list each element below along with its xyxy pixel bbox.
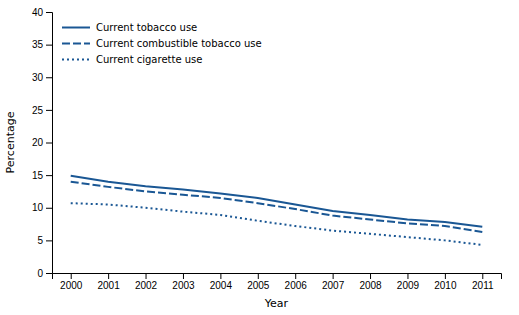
x-tick-label: 2011: [472, 280, 494, 291]
y-tick-label: 0: [37, 268, 43, 279]
y-tick-label: 10: [32, 202, 44, 213]
x-tick-label: 2005: [247, 280, 270, 291]
x-tick-label: 2003: [172, 280, 195, 291]
y-tick-mark: [46, 208, 52, 209]
x-tick: 2011: [472, 273, 494, 291]
x-tick-mark: [220, 273, 221, 279]
legend-label: Current combustible tobacco use: [96, 38, 262, 49]
y-tick-mark: [46, 273, 52, 274]
x-tick-label: 2009: [397, 280, 420, 291]
legend-swatch: [62, 27, 90, 29]
y-tick: 25: [32, 105, 52, 116]
x-tick: 2010: [434, 273, 457, 291]
series-line: [71, 203, 483, 245]
x-tick: 2000: [60, 273, 83, 291]
series-line: [71, 176, 483, 227]
x-tick: 2009: [397, 273, 420, 291]
x-tick-mark: [258, 273, 259, 279]
y-tick-label: 35: [32, 39, 44, 50]
y-tick-mark: [46, 240, 52, 241]
legend: Current tobacco use Current combustible t…: [62, 22, 262, 65]
x-tick-label: 2001: [98, 280, 121, 291]
y-tick-mark: [46, 77, 52, 78]
x-tick: 2008: [359, 273, 382, 291]
y-axis: 0 5 10 15 20 25 30 35 40: [32, 7, 53, 279]
y-tick-label: 5: [37, 235, 43, 246]
x-tick-mark: [482, 273, 483, 279]
x-tick-mark: [71, 273, 72, 279]
x-tick: 2007: [322, 273, 345, 291]
x-tick: 2005: [247, 273, 270, 291]
y-tick-mark: [46, 143, 52, 144]
x-tick-mark: [333, 273, 334, 279]
y-tick: 40: [32, 7, 52, 18]
x-tick-mark: [445, 273, 446, 279]
plot-area: [71, 176, 483, 245]
y-tick: 0: [37, 268, 52, 279]
x-tick-label: 2000: [60, 280, 83, 291]
legend-label: Current cigarette use: [96, 54, 202, 65]
y-tick-label: 40: [32, 7, 44, 18]
x-tick-mark: [146, 273, 147, 279]
x-axis: 2000 2001 2002 2003 2004 2005 2006 2007 2008 2009…: [53, 273, 502, 291]
y-axis-line: [46, 13, 53, 274]
y-tick-label: 20: [32, 137, 44, 148]
legend-item: Current combustible tobacco use: [62, 38, 262, 49]
y-tick-mark: [46, 45, 52, 46]
x-tick-label: 2008: [359, 280, 382, 291]
y-tick-mark: [46, 12, 52, 13]
x-tick-label: 2007: [322, 280, 345, 291]
x-tick-mark: [108, 273, 109, 279]
x-tick-label: 2004: [210, 280, 233, 291]
y-tick: 15: [32, 170, 52, 181]
y-tick-mark: [46, 110, 52, 111]
chart-svg: 2000200120022003200420052006200720082009…: [0, 0, 519, 315]
legend-swatch: [62, 43, 90, 45]
y-tick-label: 30: [32, 72, 44, 83]
x-tick: 2004: [210, 273, 233, 291]
y-tick-mark: [46, 175, 52, 176]
y-tick: 5: [37, 235, 52, 246]
x-tick: 2001: [98, 273, 121, 291]
x-tick-mark: [295, 273, 296, 279]
x-tick-mark: [370, 273, 371, 279]
y-tick: 35: [32, 39, 52, 50]
x-tick: 2003: [172, 273, 195, 291]
x-tick-label: 2010: [434, 280, 457, 291]
x-axis-line: [53, 274, 502, 280]
chart-container: 2000200120022003200420052006200720082009…: [0, 0, 519, 315]
x-tick-mark: [183, 273, 184, 279]
y-tick: 20: [32, 137, 52, 148]
y-tick: 30: [32, 72, 52, 83]
x-tick: 2006: [285, 273, 308, 291]
x-tick-label: 2006: [285, 280, 308, 291]
legend-item: Current cigarette use: [62, 54, 202, 65]
y-tick: 10: [32, 202, 52, 213]
x-tick: 2002: [135, 273, 158, 291]
y-tick-label: 15: [32, 170, 44, 181]
x-tick-mark: [407, 273, 408, 279]
legend-swatch: [62, 59, 90, 61]
x-tick-label: 2002: [135, 280, 158, 291]
y-axis-title: Percentage: [4, 111, 17, 173]
legend-item: Current tobacco use: [62, 22, 197, 33]
y-tick-label: 25: [32, 105, 44, 116]
legend-label: Current tobacco use: [96, 22, 197, 33]
x-axis-title: Year: [264, 297, 289, 310]
